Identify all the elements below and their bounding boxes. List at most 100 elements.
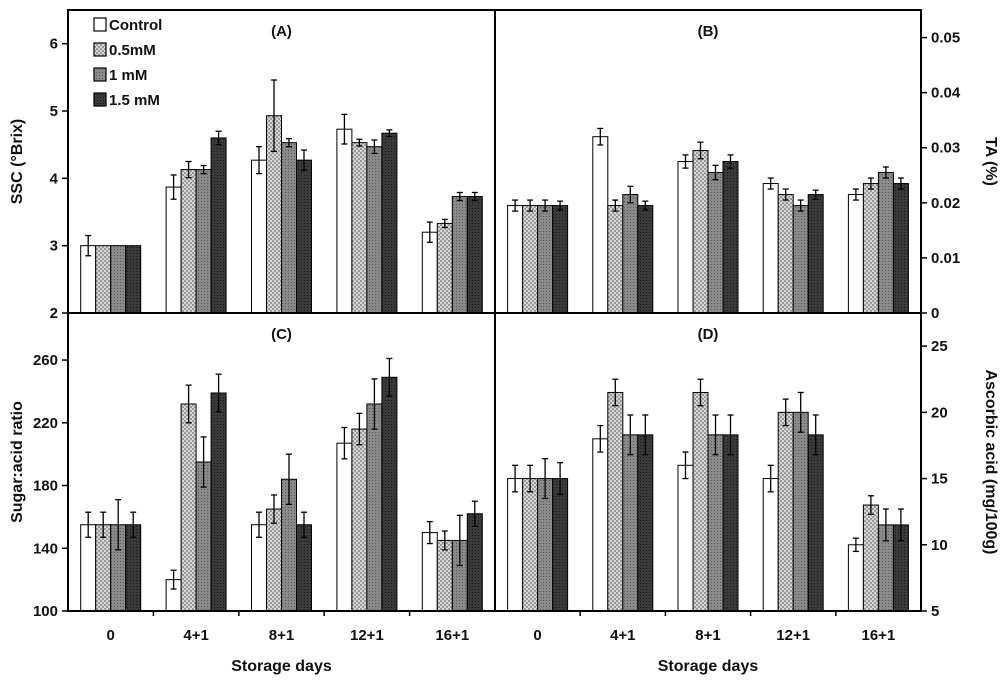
y-tick-label: 25 [931,338,948,355]
panel-c: 100 140 180 220 260 (C) 0 4+1 8+1 12+1 16+1 [33,326,483,644]
bar-D-s3-c3 [807,434,824,612]
bar-B-s2-c0 [537,205,554,314]
x-tick-label: 16+1 [862,627,896,644]
panel-title: (D) [698,326,719,343]
bar-B-s1-c3 [777,194,794,314]
bar-C-s1-c1 [180,403,197,612]
legend-swatch [93,67,107,82]
x-tick-label: 4+1 [610,627,635,644]
bar-C-s1-c4 [436,539,453,612]
panel-a: 2 3 4 5 6 (A) [50,23,483,322]
bar-D-s2-c2 [707,434,724,612]
y-tick-label: 10 [931,537,948,554]
x-tick-label: 8+1 [695,627,720,644]
bar-A-s3-c1 [210,137,227,314]
y-tick-label: 0.04 [931,85,961,102]
bar-B-s2-c2 [707,172,724,314]
bar-D-s0-c3 [762,478,779,612]
y-tick-label: 0.02 [931,195,960,212]
bar-A-s2-c1 [195,169,212,314]
bar-C-s2-c3 [366,403,383,612]
y-axis-label: SSC (°Brix) [9,119,26,205]
bar-C-s3-c3 [381,376,398,612]
y-tick-label: 2 [50,305,58,322]
y-tick-label: 3 [50,238,58,255]
y-tick-label: 100 [33,603,58,620]
bar-A-s3-c3 [381,132,398,314]
y-tick-label: 0.05 [931,30,960,47]
x-tick-label: 12+1 [776,627,810,644]
y-tick-label: 6 [50,36,58,53]
bar-A-s3-c4 [466,196,483,314]
bar-A-s0-c4 [421,231,438,314]
y-tick-label: 0.01 [931,250,960,267]
bar-B-s2-c3 [792,205,809,314]
bar-A-s1-c0 [95,245,112,314]
y-tick-label: 0.03 [931,140,960,157]
bar-A-s1-c3 [351,142,368,314]
y-axis-label: Sugar:acid ratio [9,401,26,523]
bar-C-s0-c3 [336,442,353,612]
y-tick-label: 5 [50,103,58,120]
bar-D-s1-c2 [692,391,709,612]
y-tick-label: 20 [931,404,948,421]
bar-A-s0-c2 [251,159,267,314]
bar-A-s2-c3 [366,146,383,314]
bar-D-s0-c4 [847,544,864,612]
y-tick-label: 15 [931,471,948,488]
panel-b: 0 0.01 0.02 0.03 0.04 0.05 (B) [507,23,961,322]
bar-A-s3-c2 [296,159,312,314]
legend-label: 0.5mM [109,42,156,59]
bar-B-s1-c1 [607,205,624,314]
bar-B-s0-c4 [847,194,864,314]
x-tick-label: 8+1 [269,627,294,644]
bar-B-s0-c2 [677,161,694,314]
bar-A-s0-c3 [336,128,353,314]
bar-D-s2-c1 [622,434,639,612]
bar-B-s1-c4 [862,183,879,314]
legend-label: 1 mM [109,67,147,84]
x-tick-label: 12+1 [350,627,384,644]
x-tick-label: 4+1 [183,627,208,644]
bar-B-s0-c1 [592,136,609,314]
legend-swatch [93,92,107,107]
bar-A-s2-c0 [110,245,127,314]
bar-C-s3-c1 [210,392,227,612]
bar-D-s3-c2 [722,434,739,612]
y-axis-label: TA (%) [982,137,999,186]
bar-A-s0-c1 [165,186,182,314]
y-tick-label: 180 [33,478,58,495]
y-tick-label: 4 [50,170,59,187]
bar-A-s3-c0 [125,245,142,314]
bar-D-s1-c1 [607,391,624,612]
bar-B-s3-c2 [722,161,739,314]
bar-B-s0-c3 [762,183,779,314]
y-tick-label: 220 [33,415,58,432]
bar-C-s3-c4 [466,513,483,612]
bar-A-s1-c4 [436,222,453,314]
axis-labels: SSC (°Brix) TA (%) Storage days Sugar:acid … [9,119,999,675]
bar-A-s1-c1 [180,169,197,314]
legend-swatch [93,17,107,32]
y-tick-label: 5 [931,603,939,620]
bar-D-s0-c0 [507,478,524,612]
bar-B-s2-c4 [877,172,894,314]
bar-D-s3-c0 [552,478,569,612]
bar-D-s3-c1 [637,434,654,612]
bar-D-s1-c4 [862,504,879,612]
bar-B-s3-c3 [807,194,824,314]
bar-C-s1-c2 [266,508,282,612]
bar-A-s2-c4 [451,196,468,314]
panel-d: 5 10 15 20 25 (D) 0 4+1 8+1 12+1 16+1 [507,326,948,644]
legend-label: Control [109,17,162,34]
x-tick-label: 0 [107,627,115,644]
bar-D-s2-c3 [792,411,809,612]
x-axis-label: Storage days [658,658,759,675]
bar-D-s0-c2 [677,464,694,612]
bar-C-s1-c3 [351,428,368,612]
x-tick-label: 0 [533,627,541,644]
y-tick-label: 260 [33,352,58,369]
y-axis-label: Ascorbic acid (mg/100g) [982,370,999,555]
x-axis-label: Storage days [231,658,332,675]
panel-title: (B) [698,23,719,40]
